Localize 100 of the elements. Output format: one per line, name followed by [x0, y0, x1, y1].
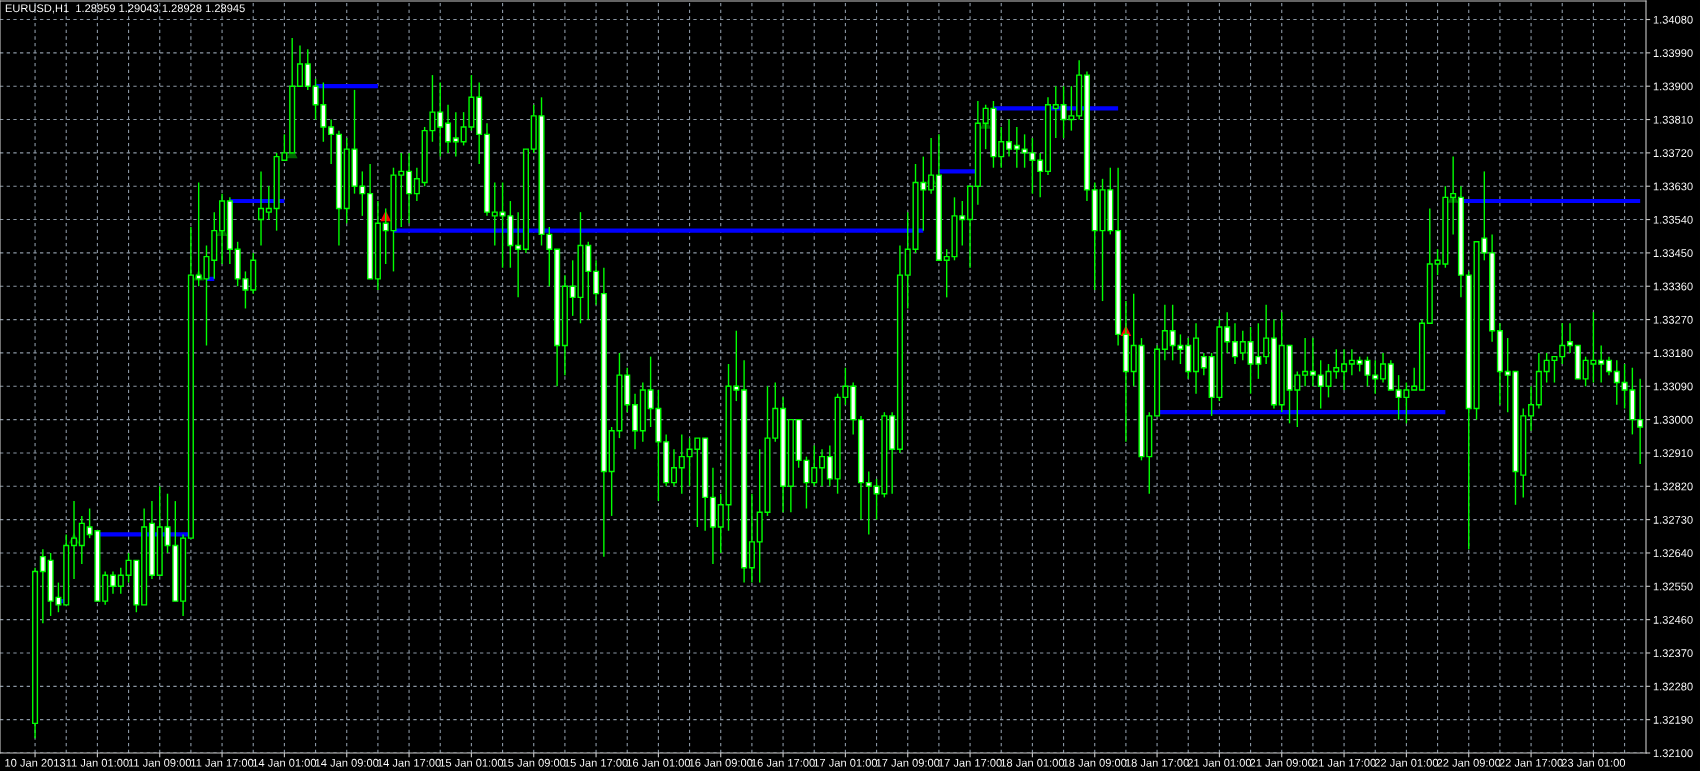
candlestick [109, 570, 117, 595]
chart-title: EURUSD,H1 1.28959 1.29043 1.28928 1.28945 [5, 4, 245, 14]
y-tick-label: 1.33540 [1653, 215, 1693, 224]
candlestick [1605, 355, 1613, 376]
x-tick-label: 15 Jan 17:00 [564, 758, 628, 767]
candlestick [865, 470, 872, 536]
x-tick-label: 16 Jan 09:00 [689, 758, 753, 767]
candlestick [928, 137, 935, 195]
x-tick-label: 18 Jan 01:00 [1001, 758, 1065, 767]
candlestick [328, 118, 335, 165]
x-tick-label: 14 Jan 01:00 [253, 758, 317, 767]
y-tick-label: 1.33270 [1653, 315, 1693, 324]
x-tick-label: 14 Jan 09:00 [315, 758, 379, 767]
candlestick [78, 515, 85, 565]
y-tick-label: 1.32730 [1653, 515, 1693, 524]
candlestick [1200, 352, 1207, 376]
x-tick-label: 11 Jan 09:00 [128, 758, 192, 767]
candlestick [1224, 311, 1231, 354]
y-tick-label: 1.32280 [1653, 682, 1693, 691]
candlestick [39, 548, 46, 625]
candlestick [1161, 304, 1168, 362]
candlestick [811, 444, 818, 487]
x-tick-label: 22 Jan 01:00 [1374, 758, 1439, 767]
candlestick [296, 44, 304, 87]
candlestick [1052, 85, 1059, 139]
candlestick [1528, 385, 1535, 432]
y-tick-label: 1.34080 [1653, 15, 1693, 24]
y-tick-label: 1.33180 [1653, 349, 1693, 358]
candlestick [1263, 304, 1270, 365]
candlestick [826, 444, 833, 487]
y-tick-label: 1.32460 [1653, 615, 1693, 624]
y-tick-label: 1.33630 [1653, 182, 1693, 191]
candlestick [452, 111, 459, 158]
x-tick-label: 17 Jan 01:00 [814, 758, 878, 767]
y-tick-label: 1.32550 [1653, 582, 1693, 591]
x-tick-label: 17 Jan 17:00 [938, 758, 1002, 767]
y-tick-label: 1.33900 [1653, 82, 1693, 91]
y-tick-label: 1.33000 [1653, 415, 1693, 424]
candlestick [444, 104, 452, 154]
candlestick [1239, 329, 1246, 362]
y-tick-label: 1.32190 [1653, 715, 1693, 724]
y-tick-label: 1.32820 [1653, 482, 1693, 491]
y-tick-label: 1.33360 [1653, 282, 1693, 291]
x-tick-label: 22 Jan 09:00 [1437, 758, 1501, 767]
x-tick-label: 21 Jan 09:00 [1250, 758, 1314, 767]
candlestick [1302, 337, 1309, 387]
y-tick-label: 1.33990 [1653, 49, 1693, 57]
candlestick [257, 170, 265, 247]
candlestick [818, 448, 826, 487]
candlestick [998, 126, 1005, 169]
x-tick-label: 17 Jan 09:00 [876, 758, 940, 767]
candlestick [670, 448, 678, 487]
candlestick [117, 567, 124, 595]
x-tick-label: 11 Jan 17:00 [191, 758, 254, 767]
x-tick-label: 21 Jan 17:00 [1312, 758, 1376, 767]
x-tick-label: 10 Jan 2013 [5, 758, 66, 767]
y-tick-label: 1.33090 [1653, 382, 1693, 391]
candlestick [406, 152, 413, 224]
candlestick [1411, 367, 1418, 391]
candlestick [593, 259, 600, 306]
y-tick-label: 1.33720 [1653, 149, 1693, 158]
candlestick [1037, 152, 1044, 199]
x-tick-label: 18 Jan 09:00 [1063, 758, 1127, 767]
candlestick [1566, 322, 1574, 354]
candlestick [1598, 344, 1605, 384]
x-tick-label: 23 Jan 01:00 [1561, 758, 1626, 767]
candlestick [1637, 378, 1644, 465]
candlestick [1005, 118, 1013, 158]
candlestick [413, 167, 420, 202]
candlestick [491, 181, 498, 247]
candlestick [1309, 337, 1316, 387]
x-tick-label: 14 Jan 17:00 [377, 758, 441, 767]
y-tick-label: 1.33450 [1653, 249, 1693, 258]
candlestick [515, 211, 522, 299]
x-tick-label: 16 Jan 01:00 [627, 758, 691, 767]
y-tick-label: 1.32640 [1653, 549, 1693, 558]
candlestick [1559, 322, 1566, 365]
candlestick [1613, 359, 1620, 406]
x-tick-label: 16 Jan 17:00 [751, 758, 815, 767]
x-tick-label: 11 Jan 01:00 [66, 758, 129, 767]
x-tick-label: 15 Jan 01:00 [440, 758, 504, 767]
x-tick-label: 15 Jan 09:00 [502, 758, 566, 767]
x-tick-label: 21 Jan 01:00 [1187, 758, 1252, 767]
candlestick [1231, 322, 1239, 365]
candlestick [1348, 348, 1355, 376]
candlestick [1450, 155, 1457, 236]
candlestick [1341, 348, 1348, 391]
candlestick [678, 433, 685, 495]
candlestick [265, 185, 272, 221]
y-tick-label: 1.33810 [1653, 115, 1693, 124]
x-tick-label: 18 Jan 17:00 [1125, 758, 1189, 767]
y-tick-label: 1.32910 [1653, 449, 1693, 458]
candlestick [1013, 126, 1020, 169]
y-tick-label: 1.32100 [1653, 749, 1693, 758]
y-tick-label: 1.32370 [1653, 649, 1693, 658]
x-tick-label: 22 Jan 17:00 [1499, 758, 1563, 767]
candlestick [437, 81, 444, 158]
candlestick [304, 48, 311, 91]
candlestick [1379, 352, 1387, 384]
candlestick [1372, 359, 1379, 395]
